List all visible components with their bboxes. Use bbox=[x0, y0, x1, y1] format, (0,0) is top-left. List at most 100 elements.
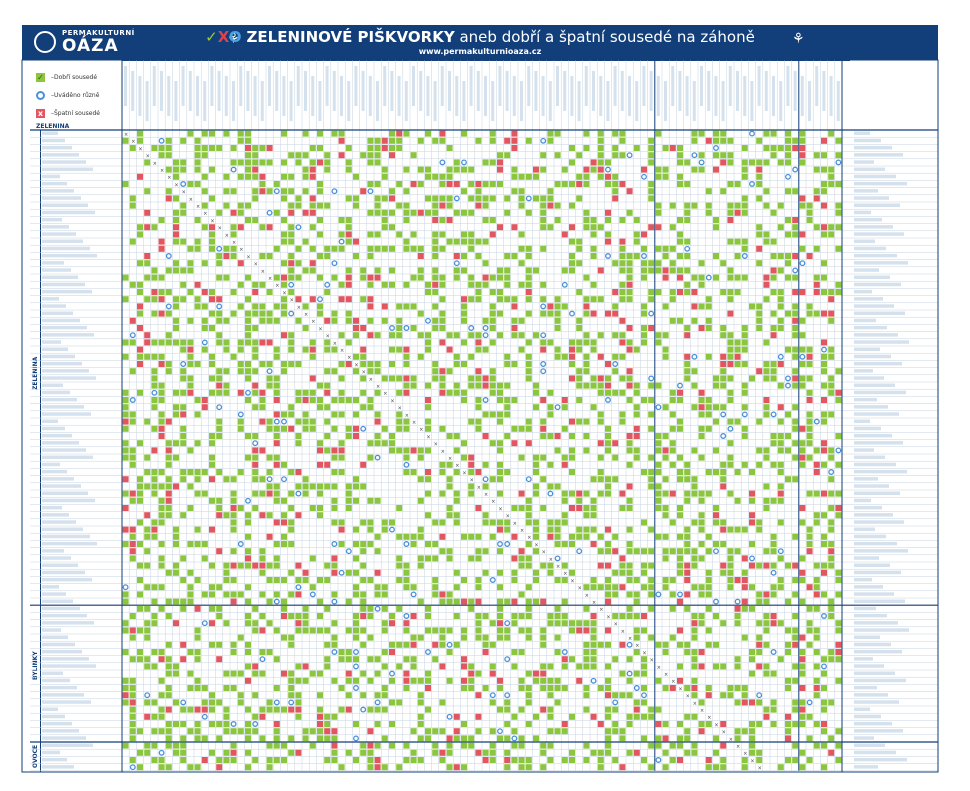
row-label-right bbox=[854, 642, 891, 647]
good-cell bbox=[684, 728, 691, 735]
good-cell bbox=[144, 656, 151, 663]
good-cell bbox=[540, 685, 547, 691]
row-label-left bbox=[42, 376, 96, 380]
good-cell bbox=[677, 641, 683, 648]
good-cell bbox=[547, 706, 554, 713]
good-cell bbox=[381, 209, 388, 216]
good-cell bbox=[518, 317, 525, 324]
good-cell bbox=[439, 548, 446, 555]
good-cell bbox=[777, 764, 784, 771]
good-cell bbox=[360, 519, 367, 526]
bad-cell bbox=[677, 389, 683, 396]
good-cell bbox=[245, 512, 251, 519]
bad-cell bbox=[216, 656, 223, 663]
good-cell bbox=[281, 634, 287, 641]
good-cell bbox=[223, 706, 230, 713]
good-cell bbox=[165, 361, 172, 367]
good-cell bbox=[259, 145, 266, 151]
good-cell bbox=[641, 699, 647, 706]
diagonal-mark: × bbox=[477, 485, 481, 491]
good-cell bbox=[835, 677, 842, 684]
good-cell bbox=[569, 267, 575, 274]
column-label bbox=[642, 66, 646, 106]
mixed-cell bbox=[353, 735, 359, 742]
bad-cell bbox=[302, 569, 309, 576]
good-cell bbox=[590, 382, 597, 389]
good-cell bbox=[727, 339, 734, 346]
good-cell bbox=[662, 721, 669, 727]
bad-cell bbox=[482, 433, 489, 439]
good-cell bbox=[151, 533, 158, 540]
good-cell bbox=[489, 289, 496, 295]
good-cell bbox=[698, 281, 705, 288]
row-label-left bbox=[42, 232, 76, 236]
good-cell bbox=[677, 569, 683, 576]
good-cell bbox=[669, 519, 676, 526]
good-cell bbox=[648, 260, 655, 267]
bad-cell bbox=[813, 685, 820, 691]
row-label-right bbox=[854, 520, 904, 524]
good-cell bbox=[367, 577, 374, 583]
good-cell bbox=[432, 231, 439, 238]
diagonal-mark: × bbox=[455, 463, 459, 469]
good-cell bbox=[158, 397, 165, 403]
good-cell bbox=[482, 217, 489, 223]
good-cell bbox=[173, 267, 179, 274]
mixed-cell bbox=[389, 670, 395, 677]
good-cell bbox=[828, 130, 835, 137]
good-cell bbox=[655, 447, 662, 454]
good-cell bbox=[576, 368, 583, 375]
good-cell bbox=[669, 440, 676, 447]
good-cell bbox=[662, 685, 669, 691]
good-cell bbox=[482, 159, 489, 166]
bad-cell bbox=[223, 253, 230, 259]
good-cell bbox=[468, 677, 475, 684]
good-cell bbox=[396, 411, 403, 418]
logo-subtitle: PERMAKULTURNÍ bbox=[62, 29, 135, 37]
good-cell bbox=[727, 526, 734, 533]
good-cell bbox=[173, 217, 179, 223]
mixed-cell bbox=[828, 469, 835, 475]
column-label bbox=[707, 71, 711, 111]
good-cell bbox=[662, 641, 669, 648]
good-cell bbox=[122, 620, 129, 627]
good-cell bbox=[813, 692, 820, 699]
good-cell bbox=[151, 382, 158, 389]
good-cell bbox=[381, 166, 388, 173]
good-cell bbox=[540, 476, 547, 483]
good-cell bbox=[461, 253, 467, 259]
good-cell bbox=[252, 303, 259, 310]
good-cell bbox=[475, 627, 482, 634]
bad-cell bbox=[533, 166, 539, 173]
good-cell bbox=[273, 706, 280, 713]
good-cell bbox=[511, 296, 518, 303]
good-cell bbox=[453, 512, 460, 519]
good-cell bbox=[266, 512, 273, 519]
row-label-right bbox=[854, 513, 893, 517]
row-label-right bbox=[854, 311, 905, 315]
bad-cell bbox=[129, 627, 136, 634]
mixed-cell bbox=[713, 548, 719, 555]
good-cell bbox=[230, 649, 237, 655]
good-cell bbox=[302, 303, 309, 310]
good-cell bbox=[619, 245, 626, 252]
mixed-cell bbox=[180, 699, 187, 706]
diagonal-mark: × bbox=[664, 672, 668, 678]
good-cell bbox=[497, 289, 503, 295]
good-cell bbox=[468, 598, 475, 605]
good-cell bbox=[590, 253, 597, 259]
good-cell bbox=[525, 339, 532, 346]
good-cell bbox=[173, 303, 179, 310]
good-cell bbox=[137, 483, 143, 490]
column-label bbox=[491, 81, 495, 121]
good-cell bbox=[324, 433, 331, 439]
good-cell bbox=[497, 274, 503, 281]
bad-cell bbox=[245, 555, 251, 562]
bad-cell bbox=[439, 202, 446, 209]
bad-cell bbox=[273, 397, 280, 403]
good-cell bbox=[511, 361, 518, 367]
good-cell bbox=[497, 490, 503, 497]
bad-cell bbox=[367, 274, 374, 281]
good-cell bbox=[821, 188, 827, 195]
row-label-left bbox=[42, 153, 79, 157]
